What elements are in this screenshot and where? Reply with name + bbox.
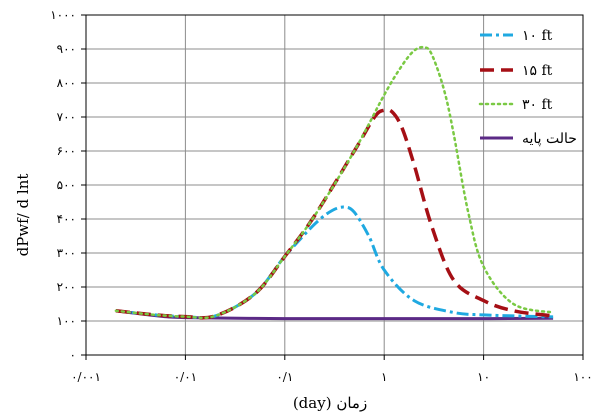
y-tick-label: ۹۰۰ (57, 42, 76, 56)
y-tick-label: ۷۰۰ (57, 110, 76, 124)
x-tick-label: ۰/۰۰۱ (71, 370, 101, 384)
x-axis-label: زمان (day) (293, 394, 367, 412)
legend-label: ۱۰ ft (522, 28, 553, 44)
x-tick-labels: ۰/۰۰۱ ۰/۰۱ ۰/۱ ۱ ۱۰ ۱۰۰ (71, 355, 593, 384)
legend-label: ۳۰ ft (522, 97, 553, 113)
y-tick-label: ۵۰۰ (57, 178, 76, 192)
x-tick-label: ۱۰ (477, 370, 490, 384)
x-tick-label: ۱۰۰ (573, 370, 592, 384)
y-tick-label: ۰ (70, 348, 76, 362)
y-tick-label: ۲۰۰ (57, 280, 76, 294)
y-tick-label: ۳۰۰ (57, 246, 76, 260)
y-tick-label: ۶۰۰ (57, 144, 76, 158)
series-lines (114, 45, 555, 321)
y-axis-label: dPwf/ d lnt (14, 174, 32, 257)
legend-label: حالت پایه (522, 131, 577, 147)
y-tick-label: ۱۰۰ (57, 314, 76, 328)
x-tick-label: ۱ (381, 370, 387, 384)
series-line-1 (115, 205, 554, 320)
x-tick-label: ۰/۰۱ (174, 370, 197, 384)
series-line-3 (114, 45, 555, 320)
x-tick-label: ۰/۱ (276, 370, 293, 384)
legend-label: ۱۵ ft (522, 63, 553, 79)
legend: ۱۰ ft ۱۵ ft ۳۰ ft حالت پایه (478, 28, 577, 147)
y-tick-label: ۱۰۰۰ (50, 8, 76, 22)
y-tick-label: ۴۰۰ (57, 212, 76, 226)
y-tick-labels: ۰ ۱۰۰ ۲۰۰ ۳۰۰ ۴۰۰ ۵۰۰ ۶۰۰ ۷۰۰ ۸۰۰ ۹۰۰ ۱۰۰۰ (50, 8, 86, 362)
y-tick-label: ۸۰۰ (57, 76, 76, 90)
